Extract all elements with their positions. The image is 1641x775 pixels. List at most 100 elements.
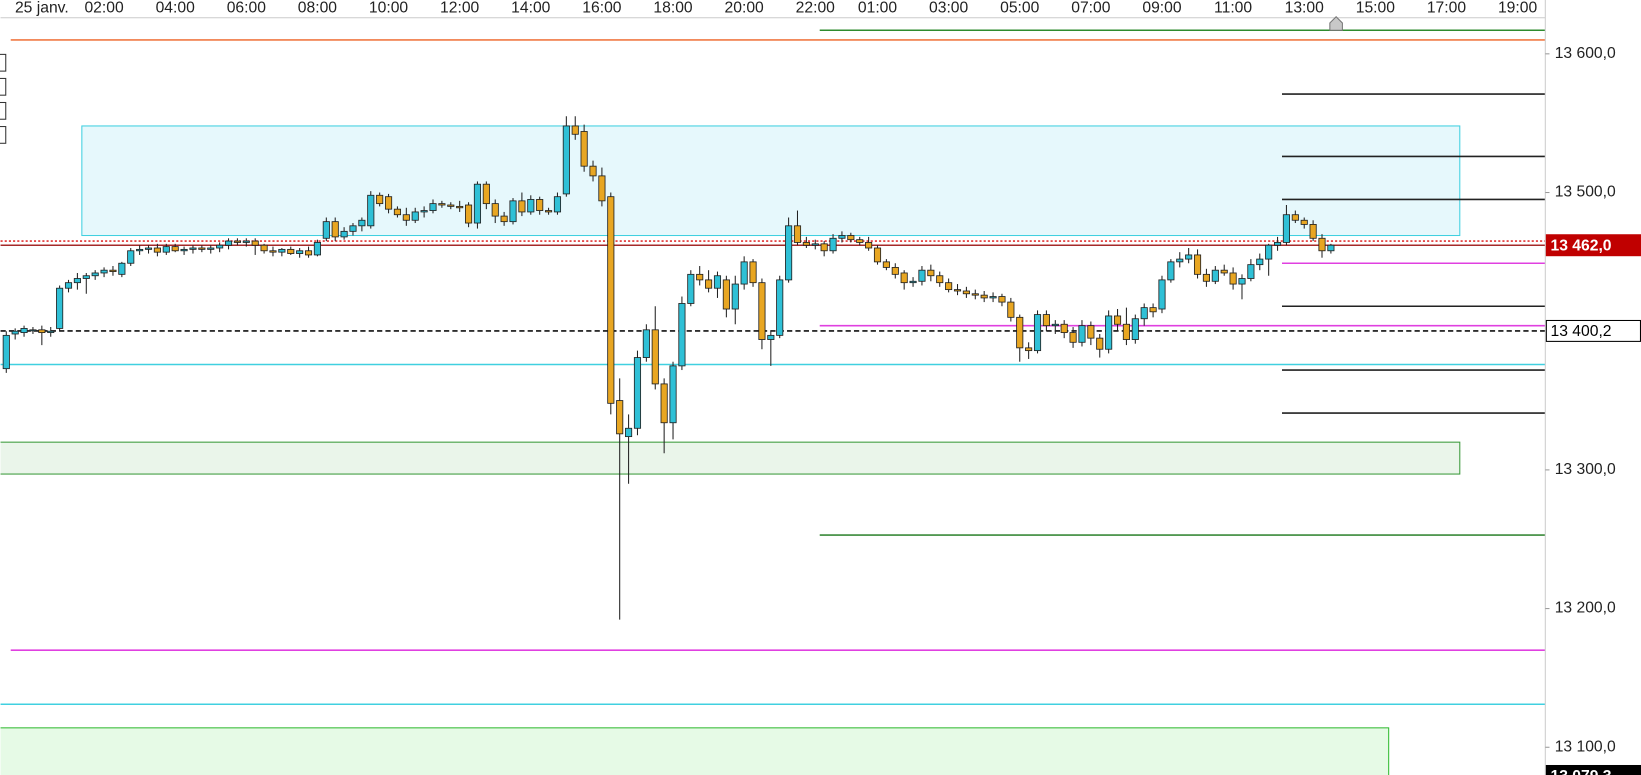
y-tick-label: 13 100,0 [1555,738,1616,755]
x-tick-label: 07:00 [1071,0,1111,17]
candle-body [47,330,55,334]
x-tick-label: 14:00 [511,0,551,17]
tool-button[interactable] [0,101,7,120]
candle-body [696,273,704,281]
candle-body [224,240,233,246]
candle-body [1051,323,1059,327]
candle-body [953,289,962,292]
candle-body [322,221,330,239]
candle-body [598,175,606,202]
candle-body [340,230,348,238]
candle-body [2,334,10,370]
candle-body [384,196,393,210]
plot-area [0,29,1546,775]
candle-body [1176,258,1184,263]
y-tick-label: 13 200,0 [1555,600,1616,617]
candle-body [11,330,19,335]
candle-body [304,250,313,256]
x-tick-label: 02:00 [84,0,124,17]
candle-body [891,266,899,275]
candle-body [367,194,375,227]
candle-body [918,269,926,282]
candle-body [1247,264,1255,279]
candle-body [856,239,864,243]
candle-body [1211,269,1219,282]
candle-body [642,329,650,358]
time-marker[interactable] [1329,15,1343,31]
candle-body [251,240,259,246]
candle-body [233,240,241,243]
x-tick-label: 18:00 [653,0,693,17]
candle-body [91,272,99,277]
x-tick-label: 16:00 [582,0,622,17]
y-tick-label: 13 500,0 [1555,184,1616,201]
candle-body [669,365,677,424]
zone [0,727,1390,775]
candle-body [500,215,508,223]
candle-body [616,400,624,435]
candle-body [553,196,562,213]
candle-body [1327,244,1335,252]
candle-body [465,204,473,224]
candle-body [216,244,224,249]
tool-button[interactable] [0,77,7,96]
x-tick-label: 05:00 [1000,0,1040,17]
candle-body [1078,325,1086,343]
candle-body [882,261,890,268]
price-label: 13 400,2 [1551,323,1612,340]
candle-body [1291,214,1299,221]
candle-body [447,204,455,207]
candle-body [527,199,535,213]
candle-body [1193,254,1202,275]
candle-body [189,247,197,250]
tool-buttons[interactable] [0,53,7,144]
candle-body [153,247,161,253]
zone [81,125,1461,237]
candle-body [1282,214,1290,243]
price-label-box [1545,764,1641,775]
candle-body [207,247,215,250]
x-tick-label: 09:00 [1142,0,1182,17]
candle-body [1033,314,1042,352]
candle-body [118,262,126,275]
candle-body [144,247,153,250]
candle-body [945,282,953,291]
x-tick-label: 11:00 [1214,0,1252,17]
candle-body [731,283,739,310]
x-tick-label: 04:00 [156,0,196,17]
candle-body [829,237,837,252]
x-tick-label: 03:00 [929,0,969,17]
tool-button[interactable] [0,53,7,72]
candle-body [811,243,819,246]
candle-body [705,279,713,289]
tool-button[interactable] [0,126,7,144]
candle-body [1025,347,1033,352]
candle-body [793,225,802,243]
candle-body [607,196,615,404]
candle-body [136,248,144,252]
candle-body [1060,323,1068,334]
candle-body [1087,325,1095,339]
candle-body [393,208,401,216]
candle-body [438,203,446,206]
x-tick-label: 15:00 [1356,0,1396,17]
candle-body [109,269,117,272]
candle-body [1016,316,1024,349]
candle-body [980,294,988,299]
price-label: 13 079,3 [1551,768,1612,775]
candle-body [562,125,570,195]
x-tick-label: 25 janv. [15,0,69,17]
candle-body [633,357,642,429]
candle-body [473,183,482,224]
candle-body [820,243,828,252]
candle-body [456,205,464,209]
axes: 25 janv. 02:00 04:00 06:00 08:00 10:00 12:00 14… [15,0,1641,775]
candle-body [1185,254,1193,260]
candle-body [402,214,410,221]
candle-body [20,328,28,334]
candle-body [1202,273,1210,282]
candle-body [56,287,64,329]
candle-body [1256,258,1264,266]
